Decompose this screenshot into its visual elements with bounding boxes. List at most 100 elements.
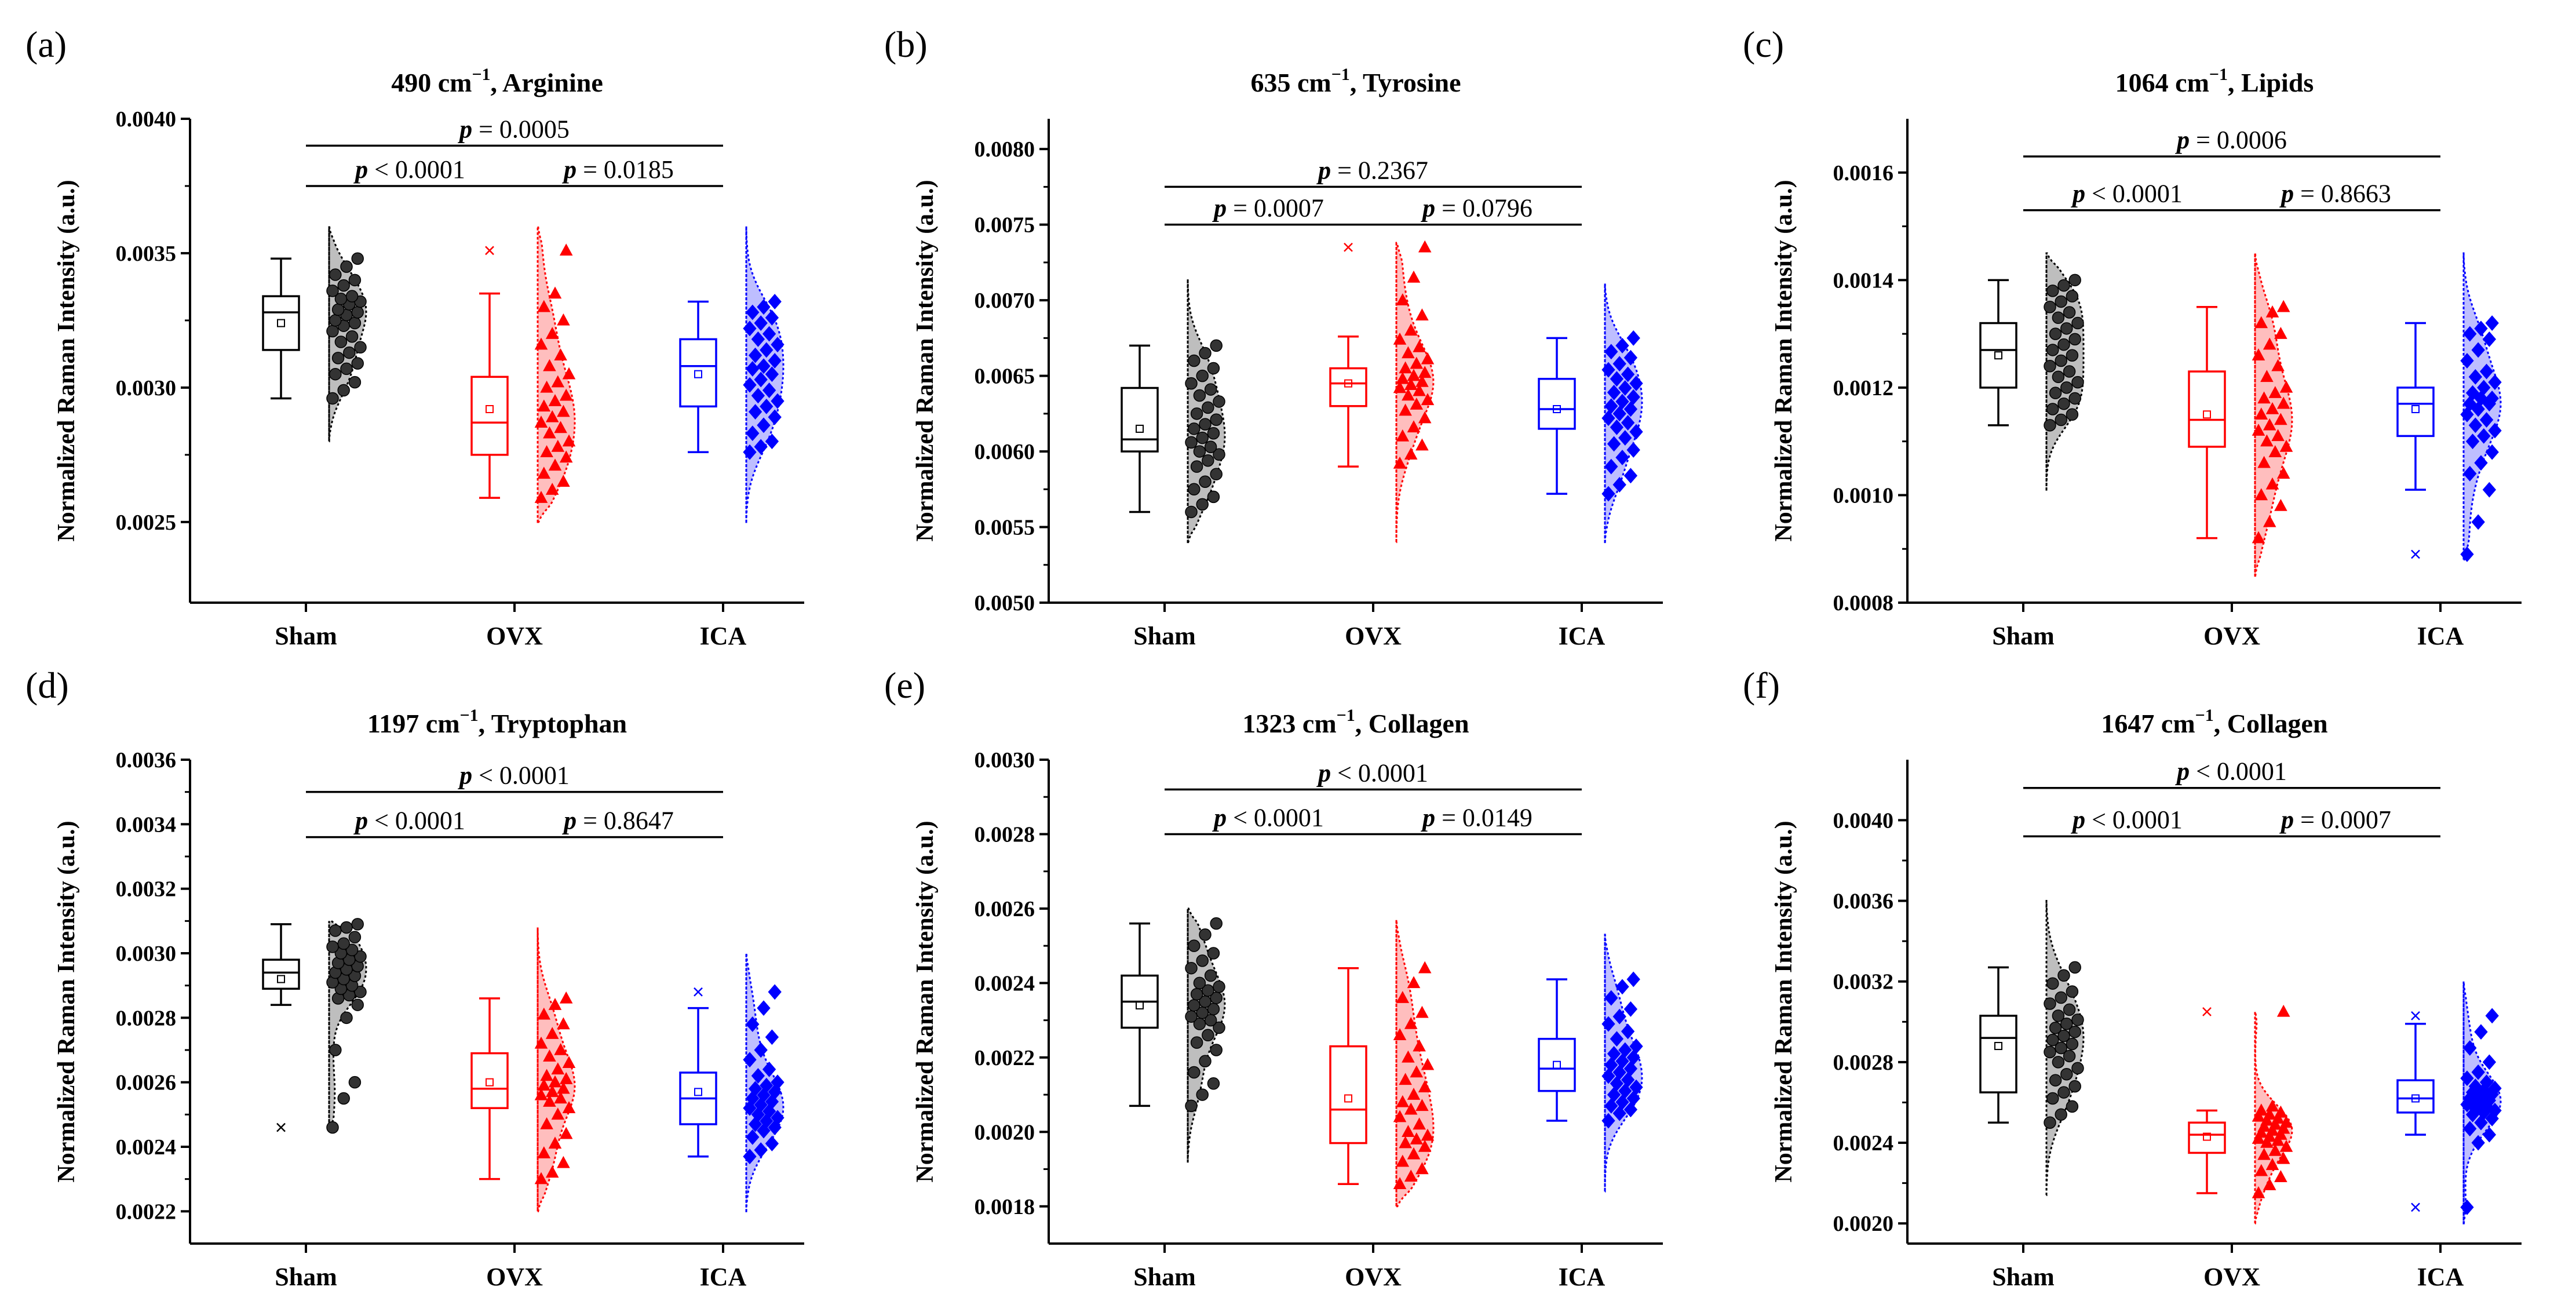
significance-bracket: p = 0.0006	[2023, 126, 2440, 158]
data-point	[2252, 1186, 2265, 1198]
data-point	[1396, 429, 1410, 442]
data-point	[543, 359, 556, 371]
data-point	[748, 1116, 762, 1132]
data-point	[1402, 1050, 1415, 1063]
data-point	[1407, 1088, 1421, 1100]
data-point	[2063, 306, 2076, 319]
x-tick-label: ICA	[1559, 1263, 1606, 1291]
data-point	[1410, 398, 1424, 410]
data-point	[748, 1081, 762, 1097]
x-tick-label: OVX	[1345, 1263, 1402, 1291]
data-point	[1421, 1058, 1435, 1070]
y-axis-label: Normalized Raman Intensity (a.u.)	[53, 821, 80, 1182]
outlier-marker	[1344, 242, 1353, 252]
data-point	[1421, 1128, 1435, 1141]
y-tick-label: 0.0016	[1833, 161, 1894, 185]
data-point	[351, 357, 364, 370]
data-point	[2066, 290, 2079, 302]
data-point	[2044, 1045, 2056, 1059]
data-point	[557, 1081, 570, 1094]
data-point	[1407, 270, 1421, 283]
data-point	[543, 426, 556, 439]
data-point	[1418, 961, 1432, 974]
data-point	[2474, 1024, 2488, 1040]
data-point	[557, 404, 570, 417]
data-point	[1612, 406, 1626, 422]
box-mean-marker	[1553, 1060, 1561, 1069]
data-point	[1621, 1023, 1635, 1040]
data-point	[545, 410, 559, 422]
x-tick-label: ICA	[700, 1263, 747, 1291]
data-point	[2274, 413, 2287, 425]
p-value-text: = 0.0185	[577, 155, 674, 184]
significance-bracket: p = 0.0185	[515, 155, 723, 187]
data-point	[2052, 370, 2065, 384]
p-value-text: < 0.0001	[1227, 803, 1324, 832]
outlier-marker	[2202, 1007, 2212, 1016]
data-point	[762, 326, 776, 342]
data-point	[2479, 412, 2494, 428]
data-point	[551, 1062, 565, 1075]
p-value-text: < 0.0001	[368, 807, 465, 835]
box-iqr	[2396, 1079, 2435, 1114]
y-tick-label: 0.0020	[975, 1120, 1035, 1144]
data-point	[2465, 385, 2480, 401]
p-value-text: = 0.0006	[2190, 126, 2287, 154]
y-tick-label: 0.0030	[975, 748, 1035, 772]
data-point	[2071, 1014, 2084, 1026]
y-tick-label: 0.0032	[1833, 970, 1894, 994]
data-point	[2052, 1056, 2065, 1069]
data-point	[1626, 330, 1640, 346]
data-point	[2254, 488, 2268, 501]
data-point	[2046, 403, 2059, 415]
p-value-label: p = 0.0005	[457, 115, 570, 143]
significance-bracket: p < 0.0001	[1165, 803, 1373, 836]
chart-title-text: 490 cm	[391, 68, 472, 97]
data-point	[537, 1007, 551, 1020]
data-point	[765, 433, 779, 450]
box-mean-marker	[1344, 379, 1352, 388]
p-value-label: p < 0.0001	[1316, 759, 1428, 787]
data-point	[2265, 1099, 2279, 1112]
box-mean-marker	[2203, 410, 2211, 419]
box-mean-marker	[1994, 351, 2002, 360]
data-point	[345, 943, 359, 957]
box-mean-marker	[486, 1078, 494, 1087]
data-point	[543, 1095, 556, 1107]
significance-bracket: p < 0.0001	[2023, 180, 2232, 212]
data-point	[1396, 991, 1410, 1003]
data-point	[1210, 468, 1223, 480]
y-tick-label: 0.0034	[116, 812, 177, 837]
data-point	[1629, 376, 1643, 392]
data-point	[1193, 445, 1206, 458]
data-point	[534, 415, 548, 428]
data-point	[559, 1127, 573, 1139]
data-point	[2252, 1132, 2265, 1144]
x-tick-label: Sham	[1133, 1263, 1196, 1291]
y-tick-label: 0.0055	[975, 516, 1035, 540]
p-symbol: p	[1316, 156, 1331, 184]
data-point	[2274, 1105, 2287, 1118]
data-point	[2252, 531, 2265, 544]
data-point	[329, 924, 342, 937]
data-point	[554, 1042, 567, 1055]
p-value-label: p = 0.0006	[2174, 126, 2287, 154]
data-point	[348, 376, 362, 389]
significance-bracket: p < 0.0001	[1165, 759, 1582, 791]
group-ica: ICA	[679, 952, 785, 1291]
data-point	[2276, 396, 2290, 409]
data-point	[748, 404, 762, 420]
data-point	[1393, 381, 1407, 393]
y-tick-label: 0.0012	[1833, 376, 1894, 400]
data-point	[1415, 438, 1429, 451]
data-point	[1615, 1094, 1629, 1110]
chart-panel-f: (f) 1647 cm−1, Collagen Normalized Raman I…	[1743, 665, 2522, 1291]
data-point	[2063, 365, 2076, 378]
data-point	[2046, 1092, 2059, 1105]
data-point	[1626, 971, 1640, 987]
data-point	[1396, 293, 1410, 305]
data-point	[2268, 445, 2282, 457]
data-point	[2057, 338, 2070, 351]
data-point	[1621, 366, 1635, 382]
data-point	[743, 320, 757, 337]
